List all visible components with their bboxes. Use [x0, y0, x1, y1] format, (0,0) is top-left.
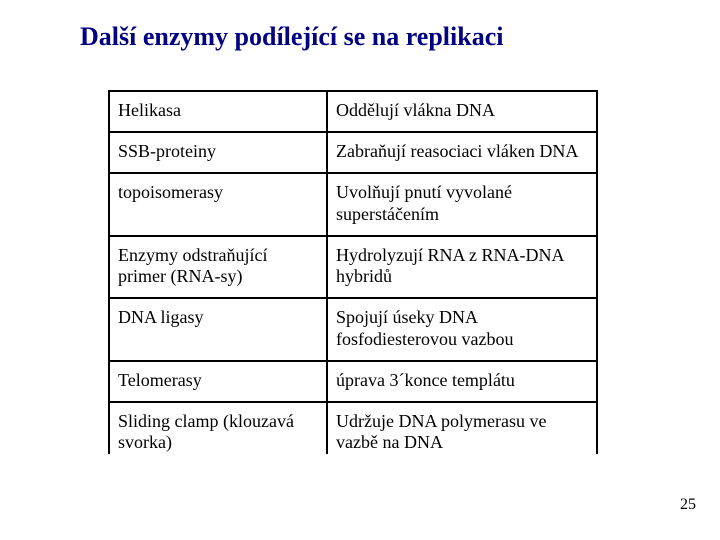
page-number: 25: [680, 496, 696, 514]
table-row: Enzymy odstraňující primer (RNA-sy) Hydr…: [109, 236, 597, 298]
cell-enzyme: Telomerasy: [109, 361, 327, 402]
cell-enzyme: Enzymy odstraňující primer (RNA-sy): [109, 236, 327, 298]
cell-function: Spojují úseky DNA fosfodiesterovou vazbo…: [327, 298, 597, 360]
table-row: Sliding clamp (klouzavá svorka) Udržuje …: [109, 402, 597, 453]
cell-function: Hydrolyzují RNA z RNA-DNA hybridů: [327, 236, 597, 298]
table-row: DNA ligasy Spojují úseky DNA fosfodieste…: [109, 298, 597, 360]
cell-function: Uvolňují pnutí vyvolané superstáčením: [327, 173, 597, 235]
cell-enzyme: DNA ligasy: [109, 298, 327, 360]
table-row: topoisomerasy Uvolňují pnutí vyvolané su…: [109, 173, 597, 235]
page-title: Další enzymy podílející se na replikaci: [80, 22, 503, 52]
cell-function: Oddělují vlákna DNA: [327, 91, 597, 132]
cell-function: Udržuje DNA polymerasu ve vazbě na DNA: [327, 402, 597, 453]
cell-enzyme: SSB-proteiny: [109, 132, 327, 173]
enzyme-table: Helikasa Oddělují vlákna DNA SSB-protein…: [108, 90, 598, 454]
table-row: SSB-proteiny Zabraňují reasociaci vláken…: [109, 132, 597, 173]
enzyme-table-wrap: Helikasa Oddělují vlákna DNA SSB-protein…: [108, 90, 596, 454]
slide: Další enzymy podílející se na replikaci …: [0, 0, 720, 540]
cell-function: Zabraňují reasociaci vláken DNA: [327, 132, 597, 173]
cell-enzyme: Sliding clamp (klouzavá svorka): [109, 402, 327, 453]
cell-enzyme: Helikasa: [109, 91, 327, 132]
table-row: Telomerasy úprava 3´konce templátu: [109, 361, 597, 402]
table-row: Helikasa Oddělují vlákna DNA: [109, 91, 597, 132]
cell-function: úprava 3´konce templátu: [327, 361, 597, 402]
cell-enzyme: topoisomerasy: [109, 173, 327, 235]
